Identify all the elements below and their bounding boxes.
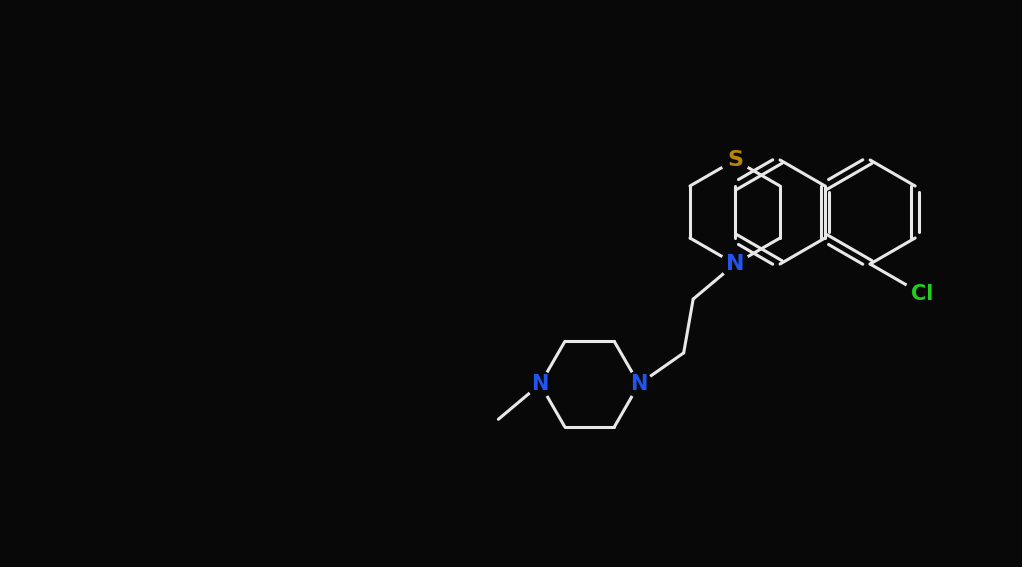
- Circle shape: [527, 371, 553, 397]
- Circle shape: [721, 250, 749, 278]
- Circle shape: [721, 146, 749, 174]
- Text: S: S: [727, 150, 743, 170]
- Text: N: N: [531, 374, 549, 394]
- Text: N: N: [631, 374, 648, 394]
- Circle shape: [625, 371, 652, 397]
- Text: N: N: [726, 254, 744, 274]
- Circle shape: [904, 277, 939, 311]
- Text: Cl: Cl: [911, 284, 933, 304]
